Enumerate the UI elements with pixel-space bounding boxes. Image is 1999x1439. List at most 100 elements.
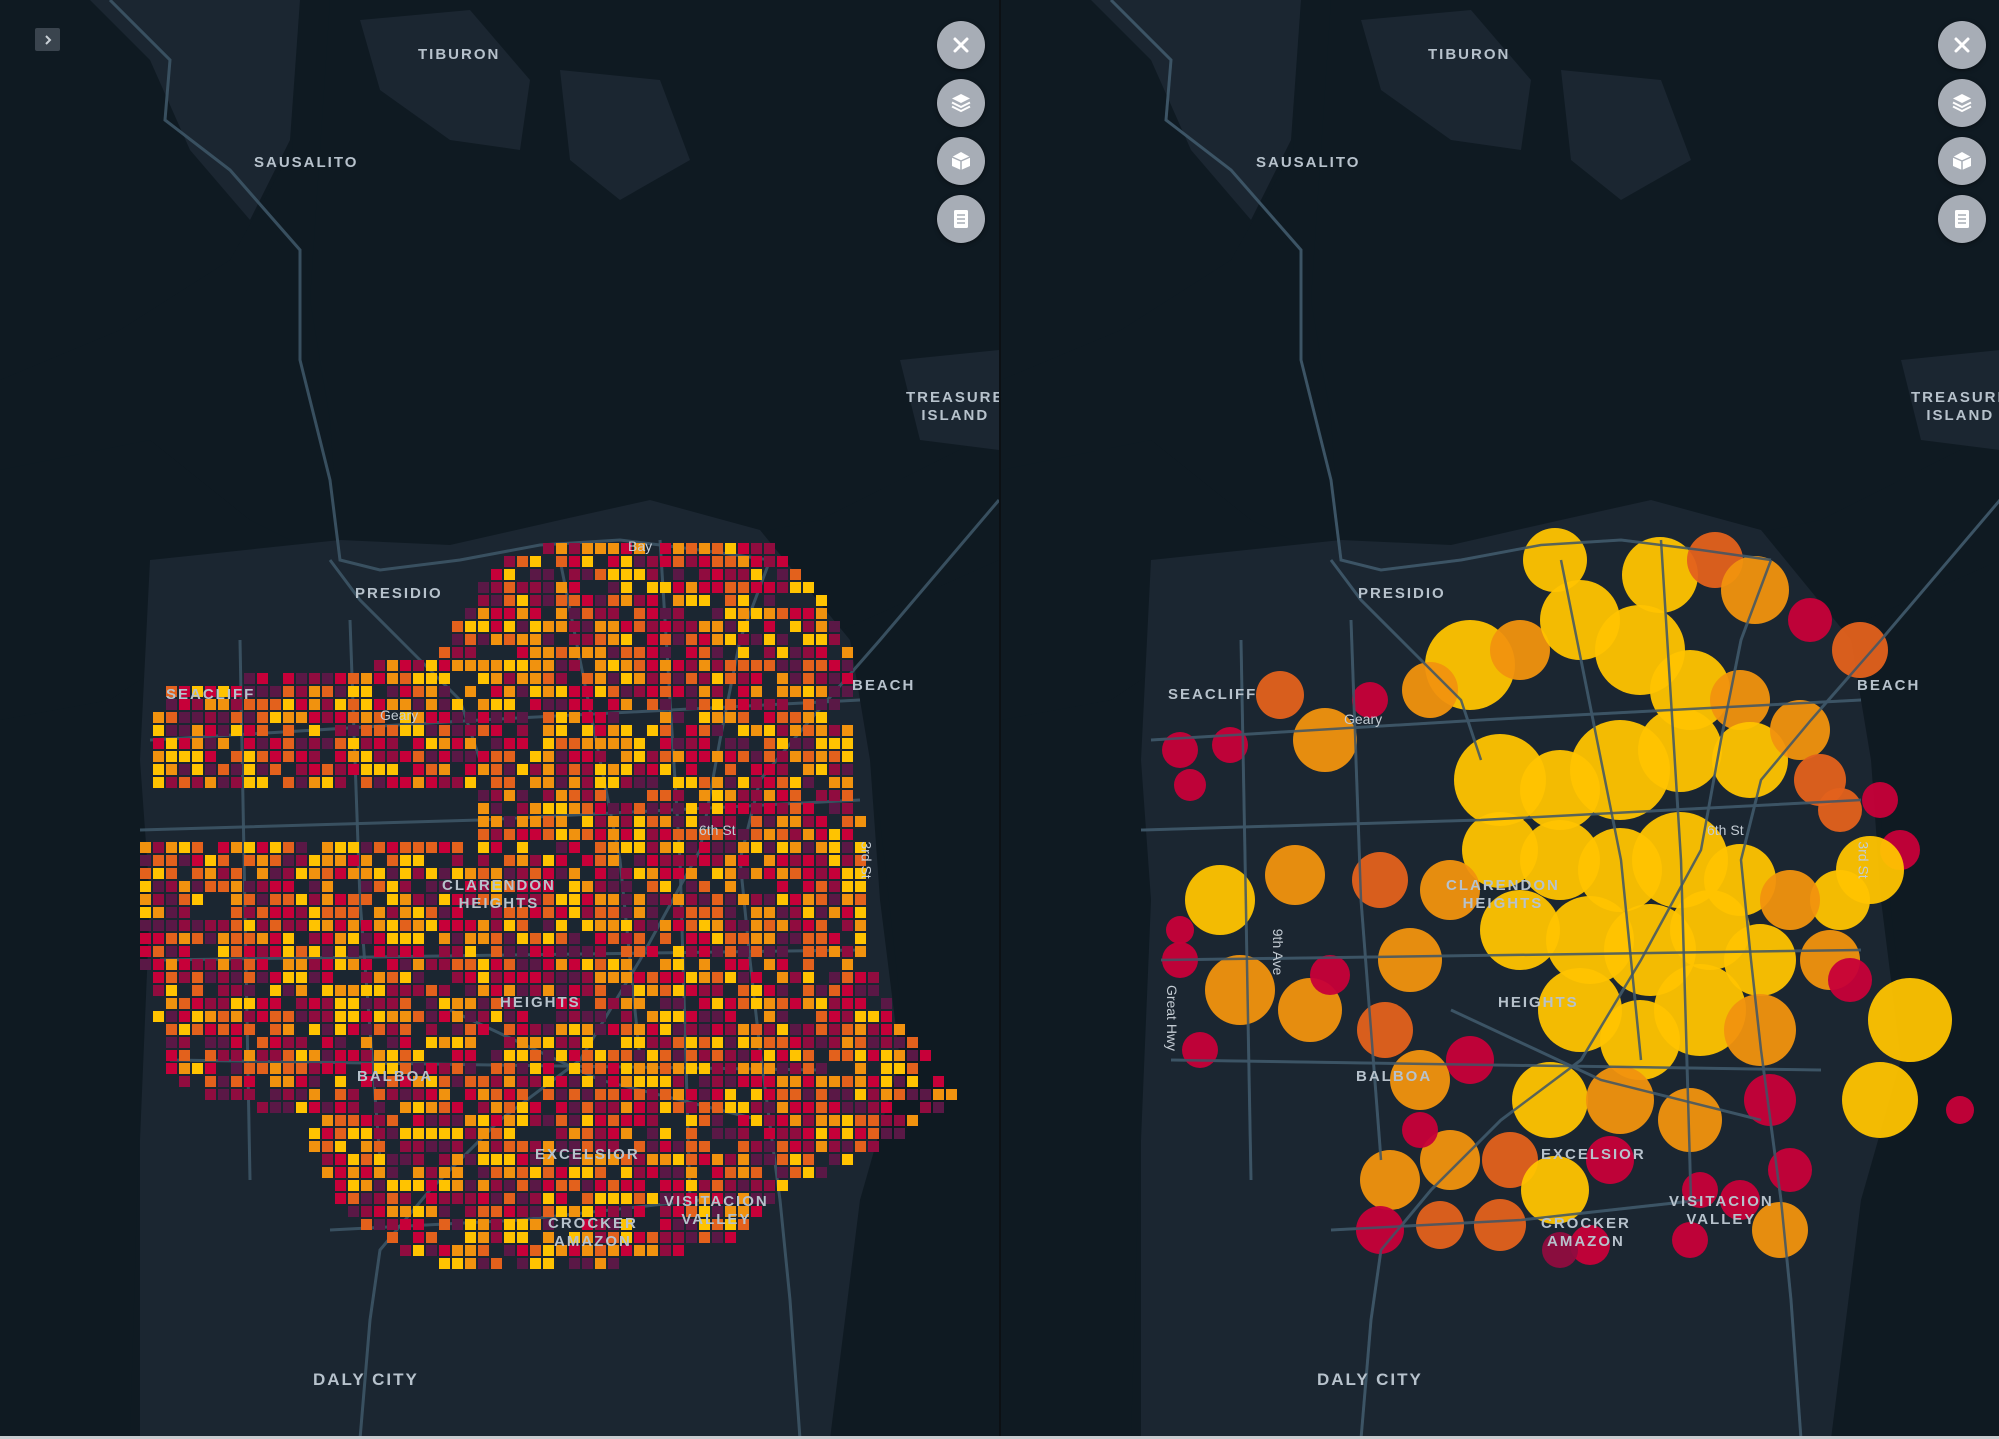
grid-cell [621,686,632,697]
grid-cell [660,1232,671,1243]
grid-cell [400,998,411,1009]
grid-cell [283,686,294,697]
grid-cell [686,868,697,879]
grid-cell [218,972,229,983]
grid-cell [660,1128,671,1139]
grid-cell [335,946,346,957]
grid-cell [517,582,528,593]
grid-cell [738,556,749,567]
map-view-button[interactable] [937,137,985,185]
layers-button[interactable] [1938,79,1986,127]
cluster-circle [1672,1222,1708,1258]
grid-cell [634,647,645,658]
grid-cell [699,998,710,1009]
grid-cell [738,868,749,879]
grid-cell [621,933,632,944]
grid-cell [816,1063,827,1074]
cluster-circle [1360,1150,1420,1210]
grid-cell [400,1141,411,1152]
grid-cell [660,842,671,853]
expand-sidebar-button[interactable] [35,28,60,51]
grid-cell [192,868,203,879]
grid-cell [868,985,879,996]
close-button[interactable] [937,21,985,69]
grid-cell [569,1037,580,1048]
legend-button[interactable] [937,195,985,243]
grid-cell [894,1037,905,1048]
grid-cell [595,946,606,957]
grid-cell [387,920,398,931]
grid-cell [608,1063,619,1074]
grid-cell [673,543,684,554]
grid-cell [764,634,775,645]
grid-cell [218,933,229,944]
grid-cell [192,751,203,762]
grid-cell [621,1089,632,1100]
grid-cell [387,985,398,996]
grid-cell [400,907,411,918]
grid-cell [673,972,684,983]
grid-cell [816,725,827,736]
map-view-button[interactable] [1938,137,1986,185]
grid-cell [829,855,840,866]
grid-cell [556,1141,567,1152]
grid-cell [738,829,749,840]
grid-cell [439,1167,450,1178]
grid-cell [751,816,762,827]
grid-cell [296,699,307,710]
grid-cell [504,634,515,645]
grid-layer[interactable] [140,543,957,1269]
label-seacliff: SEACLIFF [1168,686,1258,703]
grid-cell [608,829,619,840]
grid-cell [647,569,658,580]
grid-cell [348,1102,359,1113]
grid-cell [426,1167,437,1178]
grid-cell [764,556,775,567]
grid-cell [335,1050,346,1061]
grid-cell [634,1115,645,1126]
grid-cell [621,803,632,814]
grid-cell [452,712,463,723]
grid-cell [829,907,840,918]
grid-cell [179,894,190,905]
grid-cell [686,699,697,710]
grid-cell [660,725,671,736]
map-panel-grid[interactable]: TIBURON SAUSALITO TREASURE ISLAND PRESID… [0,0,999,1439]
grid-cell [530,1037,541,1048]
grid-cell [595,1232,606,1243]
close-button[interactable] [1938,21,1986,69]
grid-cell [569,738,580,749]
map-panel-cluster[interactable]: TIBURON SAUSALITO TREASURE ISLAND PRESID… [1001,0,1999,1439]
cluster-circle [1420,860,1480,920]
grid-cell [673,582,684,593]
grid-cell [452,1037,463,1048]
grid-cell [413,959,424,970]
grid-cell [725,569,736,580]
grid-cell [582,569,593,580]
grid-cell [296,842,307,853]
grid-cell [829,1076,840,1087]
legend-button[interactable] [1938,195,1986,243]
grid-cell [426,764,437,775]
grid-cell [608,842,619,853]
grid-cell [751,1154,762,1165]
grid-cell [621,673,632,684]
grid-cell [244,1024,255,1035]
grid-cell [569,777,580,788]
grid-cell [660,1154,671,1165]
grid-cell [205,920,216,931]
grid-cell [595,1193,606,1204]
grid-cell [751,1193,762,1204]
layers-button[interactable] [937,79,985,127]
grid-cell [595,790,606,801]
cluster-layer[interactable] [1162,528,1974,1268]
grid-cell [452,1115,463,1126]
grid-cell [764,933,775,944]
grid-cell [270,686,281,697]
grid-cell [530,1154,541,1165]
grid-cell [491,1115,502,1126]
grid-cell [764,777,775,788]
grid-cell [530,1024,541,1035]
grid-cell [270,933,281,944]
grid-cell [374,751,385,762]
